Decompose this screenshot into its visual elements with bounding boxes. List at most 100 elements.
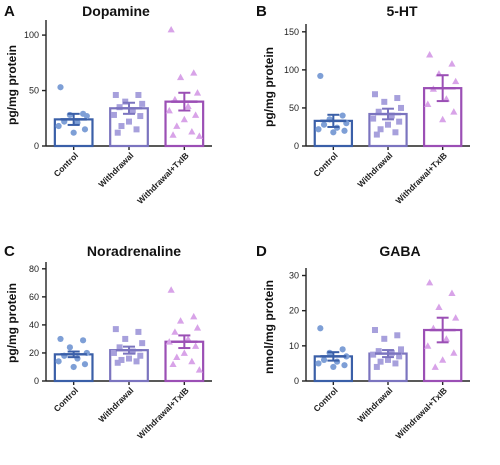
data-point — [66, 344, 74, 351]
data-point — [188, 357, 196, 365]
data-point — [184, 102, 192, 109]
data-point — [448, 60, 456, 67]
data-point — [439, 356, 447, 363]
y-tick-label: 80 — [29, 264, 39, 274]
data-point — [129, 348, 136, 355]
data-point — [385, 121, 391, 128]
data-point — [195, 366, 203, 373]
data-point — [112, 91, 119, 98]
data-point — [371, 327, 378, 334]
data-point — [398, 346, 405, 353]
data-point — [137, 113, 144, 120]
data-point — [381, 335, 388, 342]
data-point — [435, 303, 443, 311]
data-point — [315, 126, 322, 133]
data-point — [133, 126, 140, 133]
data-point — [333, 358, 341, 365]
data-point — [339, 346, 346, 353]
data-point — [330, 363, 337, 371]
data-point — [330, 129, 337, 136]
data-point — [70, 129, 77, 136]
data-point — [381, 98, 388, 105]
data-point — [55, 122, 62, 130]
data-point — [165, 338, 173, 345]
x-category-label: Withdrawal+TxIB — [135, 385, 191, 441]
data-point — [452, 314, 460, 321]
data-point — [180, 115, 188, 123]
data-point — [176, 73, 185, 81]
x-category-label: Withdrawal — [96, 385, 135, 424]
data-point — [122, 98, 129, 105]
data-point — [193, 324, 202, 331]
data-point — [66, 111, 74, 119]
y-tick-label: 20 — [29, 348, 39, 358]
data-point — [176, 317, 185, 324]
data-point — [135, 328, 142, 335]
panel-letter: C — [4, 243, 15, 260]
data-point — [79, 337, 87, 344]
y-tick-label: 100 — [284, 65, 299, 75]
data-point — [448, 289, 456, 296]
y-axis-label: pg/mg protein — [262, 47, 276, 127]
data-point — [180, 349, 188, 356]
data-point — [135, 91, 142, 98]
data-point — [450, 108, 458, 115]
data-point — [118, 123, 125, 130]
data-point — [320, 356, 328, 364]
data-point — [392, 129, 399, 136]
data-point — [317, 72, 324, 80]
y-tick-label: 60 — [29, 292, 39, 302]
data-point — [165, 106, 173, 114]
data-point — [122, 335, 129, 342]
data-point — [190, 69, 198, 76]
x-category-label: Withdrawal+TxIB — [393, 150, 449, 206]
y-tick-label: 100 — [24, 30, 39, 40]
data-point — [81, 361, 89, 368]
y-tick-label: 20 — [289, 306, 299, 316]
data-point — [139, 100, 146, 107]
data-point — [139, 340, 146, 347]
y-tick-label: 40 — [29, 320, 39, 330]
data-point — [188, 127, 196, 135]
y-tick-label: 0 — [294, 141, 299, 151]
data-point — [70, 363, 77, 371]
panel-title: Noradrenaline — [87, 243, 181, 259]
data-point — [339, 112, 346, 119]
data-point — [439, 115, 447, 123]
y-axis-label: pg/mg protein — [5, 283, 19, 363]
data-point — [126, 118, 132, 125]
y-tick-label: 50 — [289, 103, 299, 113]
y-tick-label: 10 — [289, 341, 299, 351]
data-point — [442, 335, 450, 342]
x-category-label: Withdrawal — [355, 385, 394, 424]
data-point — [110, 349, 117, 356]
data-point — [173, 122, 181, 129]
data-point — [370, 351, 377, 358]
data-point — [193, 89, 202, 96]
panel-d: D GABA nmol/mg protein 0 10 20 30 Control Withdr… — [256, 243, 470, 441]
x-category-label: Withdrawal+TxIB — [135, 150, 191, 206]
x-category-label: Withdrawal — [355, 150, 394, 189]
data-point — [81, 126, 89, 133]
x-category-label: Control — [52, 150, 80, 178]
y-tick-label: 150 — [284, 27, 299, 37]
data-point — [373, 131, 380, 138]
panel-title: Dopamine — [82, 3, 150, 19]
data-point — [57, 84, 64, 91]
data-point — [394, 332, 401, 339]
data-point — [184, 335, 192, 342]
data-point — [114, 129, 121, 136]
data-point — [116, 344, 123, 351]
data-point — [169, 360, 177, 368]
data-point — [385, 356, 391, 363]
data-point — [392, 360, 399, 367]
data-point — [190, 312, 198, 320]
y-axis-label: pg/mg protein — [5, 45, 19, 125]
data-point — [341, 127, 348, 134]
panel-letter: B — [256, 3, 267, 20]
data-point — [133, 358, 140, 365]
data-point — [452, 77, 460, 85]
data-point — [377, 358, 384, 365]
panel-a: A Dopamine pg/mg protein 0 50 100 Control Withd… — [4, 3, 212, 206]
